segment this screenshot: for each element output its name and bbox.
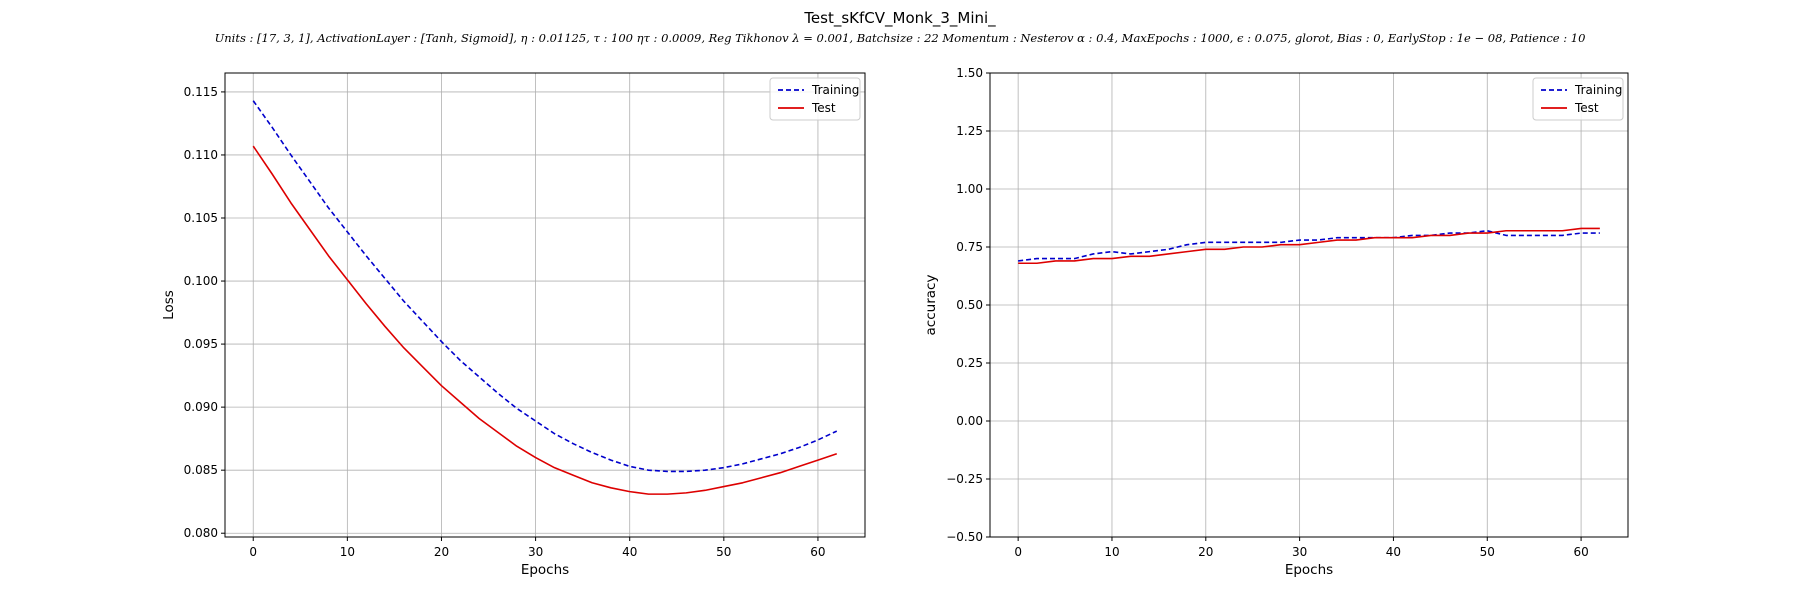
y-tick-label: 0.75 [956, 240, 983, 254]
x-tick-label: 10 [1104, 545, 1119, 559]
legend: Training Test [1532, 77, 1624, 121]
y-tick-label: 0.095 [184, 337, 218, 351]
legend-label-test: Test [1574, 101, 1599, 115]
x-tick-label: 0 [249, 545, 257, 559]
x-tick-label: 50 [1480, 545, 1495, 559]
y-tick-label: −0.25 [946, 472, 983, 486]
y-tick-label: 0.25 [956, 356, 983, 370]
x-tick-label: 30 [1292, 545, 1307, 559]
y-tick-label: 0.50 [956, 298, 983, 312]
y-axis-label: accuracy [923, 275, 939, 336]
plot-frame [224, 72, 866, 538]
x-tick-label: 40 [1386, 545, 1401, 559]
series-line-test [1018, 227, 1600, 265]
y-tick-label: 1.00 [956, 182, 983, 196]
series-line-training [1018, 229, 1600, 262]
series-line-test [252, 145, 838, 495]
legend-box [769, 77, 861, 121]
legend-box [1532, 77, 1624, 121]
figure-title: Test_sKfCV_Monk_3_Mini_ [804, 9, 996, 27]
legend-label-training: Training [1574, 83, 1622, 97]
x-tick-label: 0 [1014, 545, 1022, 559]
y-tick-label: 0.110 [184, 148, 218, 162]
y-tick-label: 0.080 [184, 526, 218, 540]
series-line-training [252, 100, 838, 473]
x-axis-label: Epochs [1285, 562, 1333, 578]
y-tick-label: 1.25 [956, 124, 983, 138]
x-tick-label: 20 [434, 545, 449, 559]
x-tick-label: 60 [810, 545, 825, 559]
x-tick-label: 10 [340, 545, 355, 559]
y-tick-label: 0.085 [184, 463, 218, 477]
x-tick-label: 20 [1198, 545, 1213, 559]
x-tick-label: 30 [528, 545, 543, 559]
y-tick-label: 0.115 [184, 85, 218, 99]
x-tick-label: 60 [1573, 545, 1588, 559]
x-tick-label: 40 [622, 545, 637, 559]
y-axis-label: Loss [161, 290, 177, 320]
accuracy-chart: 0 10 20 30 40 50 60 −0.50 −0.25 0.00 0.25 0.50 0.75 1… [923, 66, 1629, 578]
y-tick-label: 0.00 [956, 414, 983, 428]
x-axis-label: Epochs [521, 562, 569, 578]
loss-chart: 0 10 20 30 40 50 60 0.080 0.085 0.090 0.095 0.100 0.… [161, 72, 866, 578]
legend: Training Test [769, 77, 861, 121]
y-tick-label: 0.100 [184, 274, 218, 288]
y-tick-label: 0.105 [184, 211, 218, 225]
x-tick-label: 50 [716, 545, 731, 559]
legend-label-test: Test [811, 101, 836, 115]
y-tick-label: 0.090 [184, 400, 218, 414]
figure-subtitle: Units : [17, 3, 1], ActivationLayer : [T… [214, 31, 1586, 45]
y-tick-label: 1.50 [956, 66, 983, 80]
legend-label-training: Training [811, 83, 859, 97]
y-tick-label: −0.50 [946, 530, 983, 544]
